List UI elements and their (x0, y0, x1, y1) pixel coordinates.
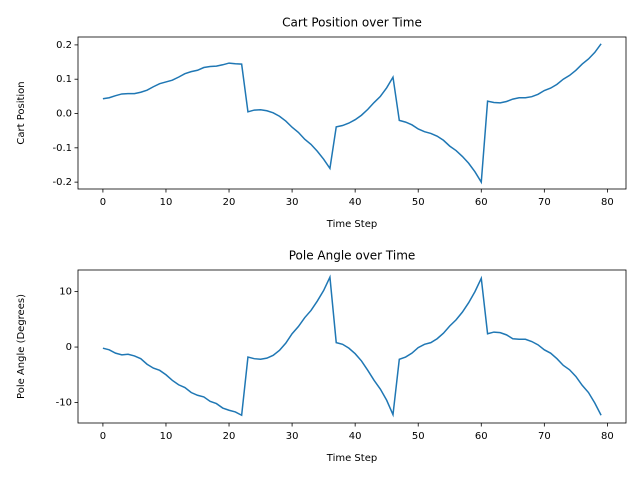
x-tick-label: 30 (286, 431, 299, 442)
y-tick-label: -0.1 (52, 143, 72, 154)
x-tick-label: 60 (475, 431, 488, 442)
x-tick-label: 20 (223, 431, 236, 442)
x-tick-label: 10 (160, 431, 173, 442)
x-tick-label: 50 (412, 197, 425, 208)
x-axis-label: Time Step (326, 453, 377, 464)
chart-title: Cart Position over Time (282, 16, 422, 30)
x-tick-label: 0 (100, 431, 106, 442)
x-tick-label: 0 (100, 197, 106, 208)
y-tick-label: 0.0 (56, 109, 72, 120)
chart-title: Pole Angle over Time (289, 249, 416, 263)
y-tick-label: 0.1 (56, 74, 72, 85)
x-axis-label: Time Step (326, 219, 377, 230)
x-tick-label: 60 (475, 197, 488, 208)
data-line (102, 43, 602, 185)
x-tick-label: 40 (349, 431, 362, 442)
data-line (102, 274, 602, 418)
x-tick-label: 30 (286, 197, 299, 208)
y-tick-label: 0 (66, 342, 72, 353)
x-tick-label: 80 (601, 431, 614, 442)
y-tick-label: 0.2 (56, 40, 72, 51)
x-tick-label: 80 (601, 197, 614, 208)
y-axis-label: Cart Position (16, 81, 27, 144)
y-tick-label: -10 (56, 397, 72, 408)
axes-frame (77, 36, 627, 190)
x-tick-label: 50 (412, 431, 425, 442)
y-tick-label: 10 (59, 287, 72, 298)
axes-frame (77, 269, 627, 424)
y-axis-label: Pole Angle (Degrees) (16, 294, 27, 399)
x-tick-label: 10 (160, 197, 173, 208)
x-tick-label: 70 (538, 431, 551, 442)
x-tick-label: 70 (538, 197, 551, 208)
x-tick-label: 40 (349, 197, 362, 208)
y-tick-label: -0.2 (52, 177, 72, 188)
x-tick-label: 20 (223, 197, 236, 208)
